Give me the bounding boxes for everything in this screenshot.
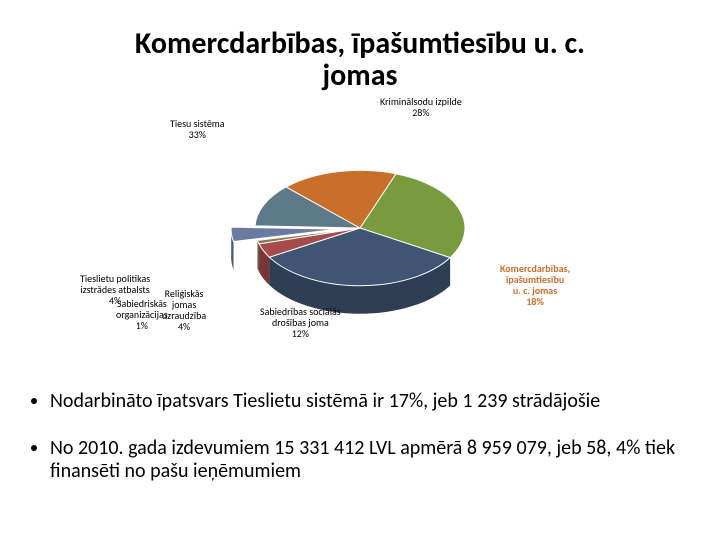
bullet-item: No 2010. gada izdevumiem 15 331 412 LVL … [50,437,688,483]
pie-slice-side [257,240,259,272]
page-title: Komercdarbības, īpašumtiesību u. c. joma… [0,28,720,91]
title-line2: jomas [323,57,398,94]
pie-label: Reliģiskās jomas uzraudzība 4% [162,288,206,332]
pie-label: Tiesu sistēma 33% [170,118,225,140]
pie-label: Komercdarbības, īpašumtiesību u. c. joma… [500,263,570,307]
pie-label: Sabiedrības sociālās drošības joma 12% [260,306,341,339]
pie-label: Sabiedriskās organizācijas 1% [116,298,168,331]
bullet-list: Nodarbināto īpatsvars Tieslietu sistēmā … [28,390,688,507]
pie-label: Kriminālsodu izpilde 28% [380,96,462,118]
bullet-item: Nodarbināto īpatsvars Tieslietu sistēmā … [50,390,688,413]
pie-chart: Kriminālsodu izpilde 28%Tiesu sistēma 33… [130,108,590,368]
